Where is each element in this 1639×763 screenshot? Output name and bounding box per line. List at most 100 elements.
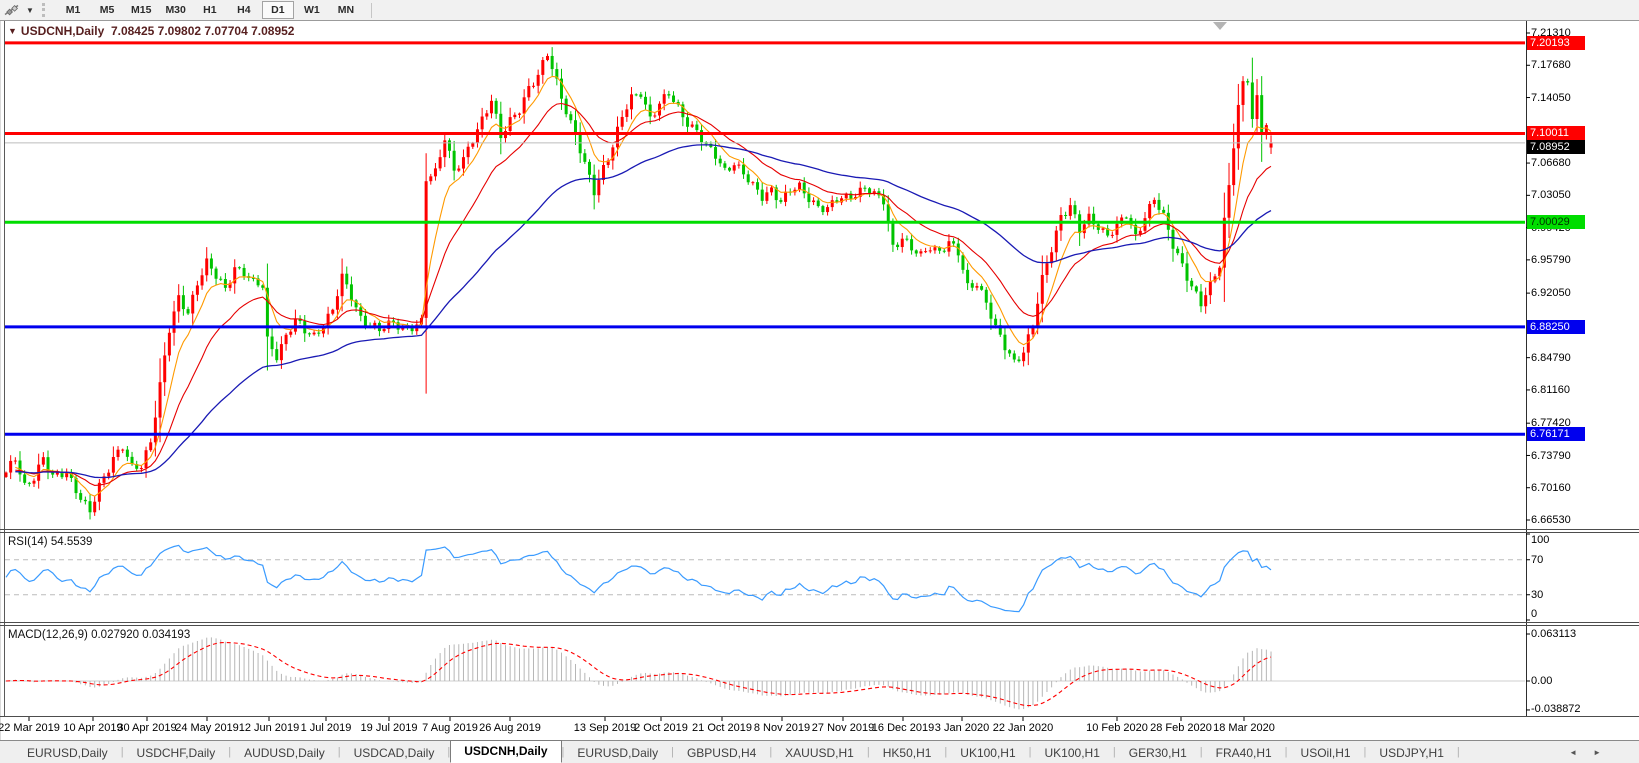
candle-body [289,331,293,335]
timeframe-button-w1[interactable]: W1 [304,4,320,16]
candle-body [382,329,386,332]
candle-body [494,100,498,114]
rsi-axis-tick: 100 [1531,534,1550,546]
candle-body [359,307,363,316]
tab-scroll-left-icon[interactable]: ◄ [1569,747,1578,757]
price-axis-tick: 6.95790 [1531,253,1571,266]
candle-body [116,449,120,458]
timeframe-button-h4[interactable]: H4 [237,4,251,16]
tab-scroll-right-icon[interactable]: ► [1593,747,1601,757]
candle-body [886,204,890,223]
toolbar-separator [370,2,372,18]
timeframe-button-m15[interactable]: M15 [131,4,152,16]
date-axis-label: 13 Sep 2019 [573,722,637,734]
symbol-dropdown-arrow-icon[interactable]: ▼ [8,26,17,36]
price-label-box: 7.10011 [1527,126,1585,141]
candle-body [1064,215,1068,217]
tab-fra40-h1[interactable]: FRA40,H1 [1215,746,1272,760]
timeframe-button-mn[interactable]: MN [337,4,355,16]
candle-body [508,117,512,132]
candle-body [844,193,848,199]
candle-body [186,309,190,314]
candle-body [153,417,157,443]
candle-body [970,283,974,288]
candle-body [672,95,676,102]
tab-eurusd-daily[interactable]: EURUSD,Daily [577,746,659,760]
tab-divider: | [671,746,674,758]
candle-body [802,182,806,194]
candle-body [517,113,521,115]
candle-body [681,104,685,118]
tab-uk100-h1[interactable]: UK100,H1 [1044,746,1100,760]
candle-body [1040,274,1044,304]
tab-audusd-daily[interactable]: AUDUSD,Daily [244,746,325,760]
tab-eurusd-daily[interactable]: EURUSD,Daily [27,746,108,760]
candle-body [18,460,22,475]
tab-usdcad-daily[interactable]: USDCAD,Daily [353,746,435,760]
date-axis-label: 28 Feb 2020 [1150,722,1212,734]
candle-body [200,275,204,286]
candle-body [1232,148,1236,186]
tab-usdjpy-h1[interactable]: USDJPY,H1 [1379,746,1444,760]
candle-body [952,241,956,244]
candle-body [177,295,181,312]
candle-body [914,250,918,254]
candle-body [326,313,330,328]
price-axis-tick: 7.17680 [1531,59,1571,72]
timeframe-button-d1[interactable]: D1 [261,1,294,19]
candle-body [606,160,610,165]
candle-body [438,157,442,169]
candle-body [443,140,447,158]
candle-body [265,287,269,337]
date-axis-label: 16 Dec 2019 [871,722,935,734]
candle-body [900,238,904,248]
candle-body [1199,291,1203,307]
candle-body [536,74,540,86]
candle-body [1171,229,1175,249]
candle-body [858,187,862,197]
timeframe-button-m1[interactable]: M1 [65,4,81,16]
rsi-axis-tick: 70 [1531,554,1544,566]
candle-body [1110,234,1114,236]
candle-body [1152,199,1156,205]
tab-divider: | [1028,746,1032,758]
candle-body [630,94,634,110]
tab-usdchf-daily[interactable]: USDCHF,Daily [136,746,216,760]
toolbar-grip[interactable] [42,3,48,17]
tab-xauusd-h1[interactable]: XAUUSD,H1 [785,746,854,760]
candle-body [816,200,820,207]
tab-usoil-h1[interactable]: USOil,H1 [1300,746,1351,760]
tab-ger30-h1[interactable]: GER30,H1 [1128,746,1187,760]
tab-hk50-h1[interactable]: HK50,H1 [882,746,932,760]
candle-body [784,191,788,202]
candle-body [125,449,129,457]
candle-body [209,258,213,269]
candle-body [1264,125,1268,135]
candle-body [1082,224,1086,234]
tab-divider: | [337,746,341,758]
candle-body [905,238,909,240]
macd-panel-label: MACD(12,26,9) 0.027920 0.034193 [8,629,191,641]
timeframe-button-h1[interactable]: H1 [203,4,217,16]
timeframe-button-m30[interactable]: M30 [165,4,186,16]
date-axis-label: 24 May 2019 [175,722,239,734]
tab-usdcnh-daily-active[interactable]: USDCNH,Daily [450,740,562,763]
timeframe-button-m5[interactable]: M5 [99,4,115,16]
candle-body [1106,228,1110,236]
date-axis-label: 19 Jul 2019 [360,722,418,734]
macd-current-values: 0.027920 0.034193 [91,629,191,641]
candle-body [433,168,437,177]
date-axis-label: 10 Apr 2019 [63,722,123,734]
candle-body [354,300,358,308]
candle-body [644,96,648,105]
tab-uk100-h1[interactable]: UK100,H1 [960,746,1016,760]
candle-body [83,499,87,502]
candle-body [1204,295,1208,307]
candle-body [700,130,704,143]
line-studies-icon[interactable] [0,1,24,19]
toolbar-dropdown-caret[interactable]: ▼ [26,5,34,15]
candle-body [191,294,195,314]
tab-gbpusd-h4[interactable]: GBPUSD,H4 [686,746,757,760]
candle-body [578,134,582,154]
